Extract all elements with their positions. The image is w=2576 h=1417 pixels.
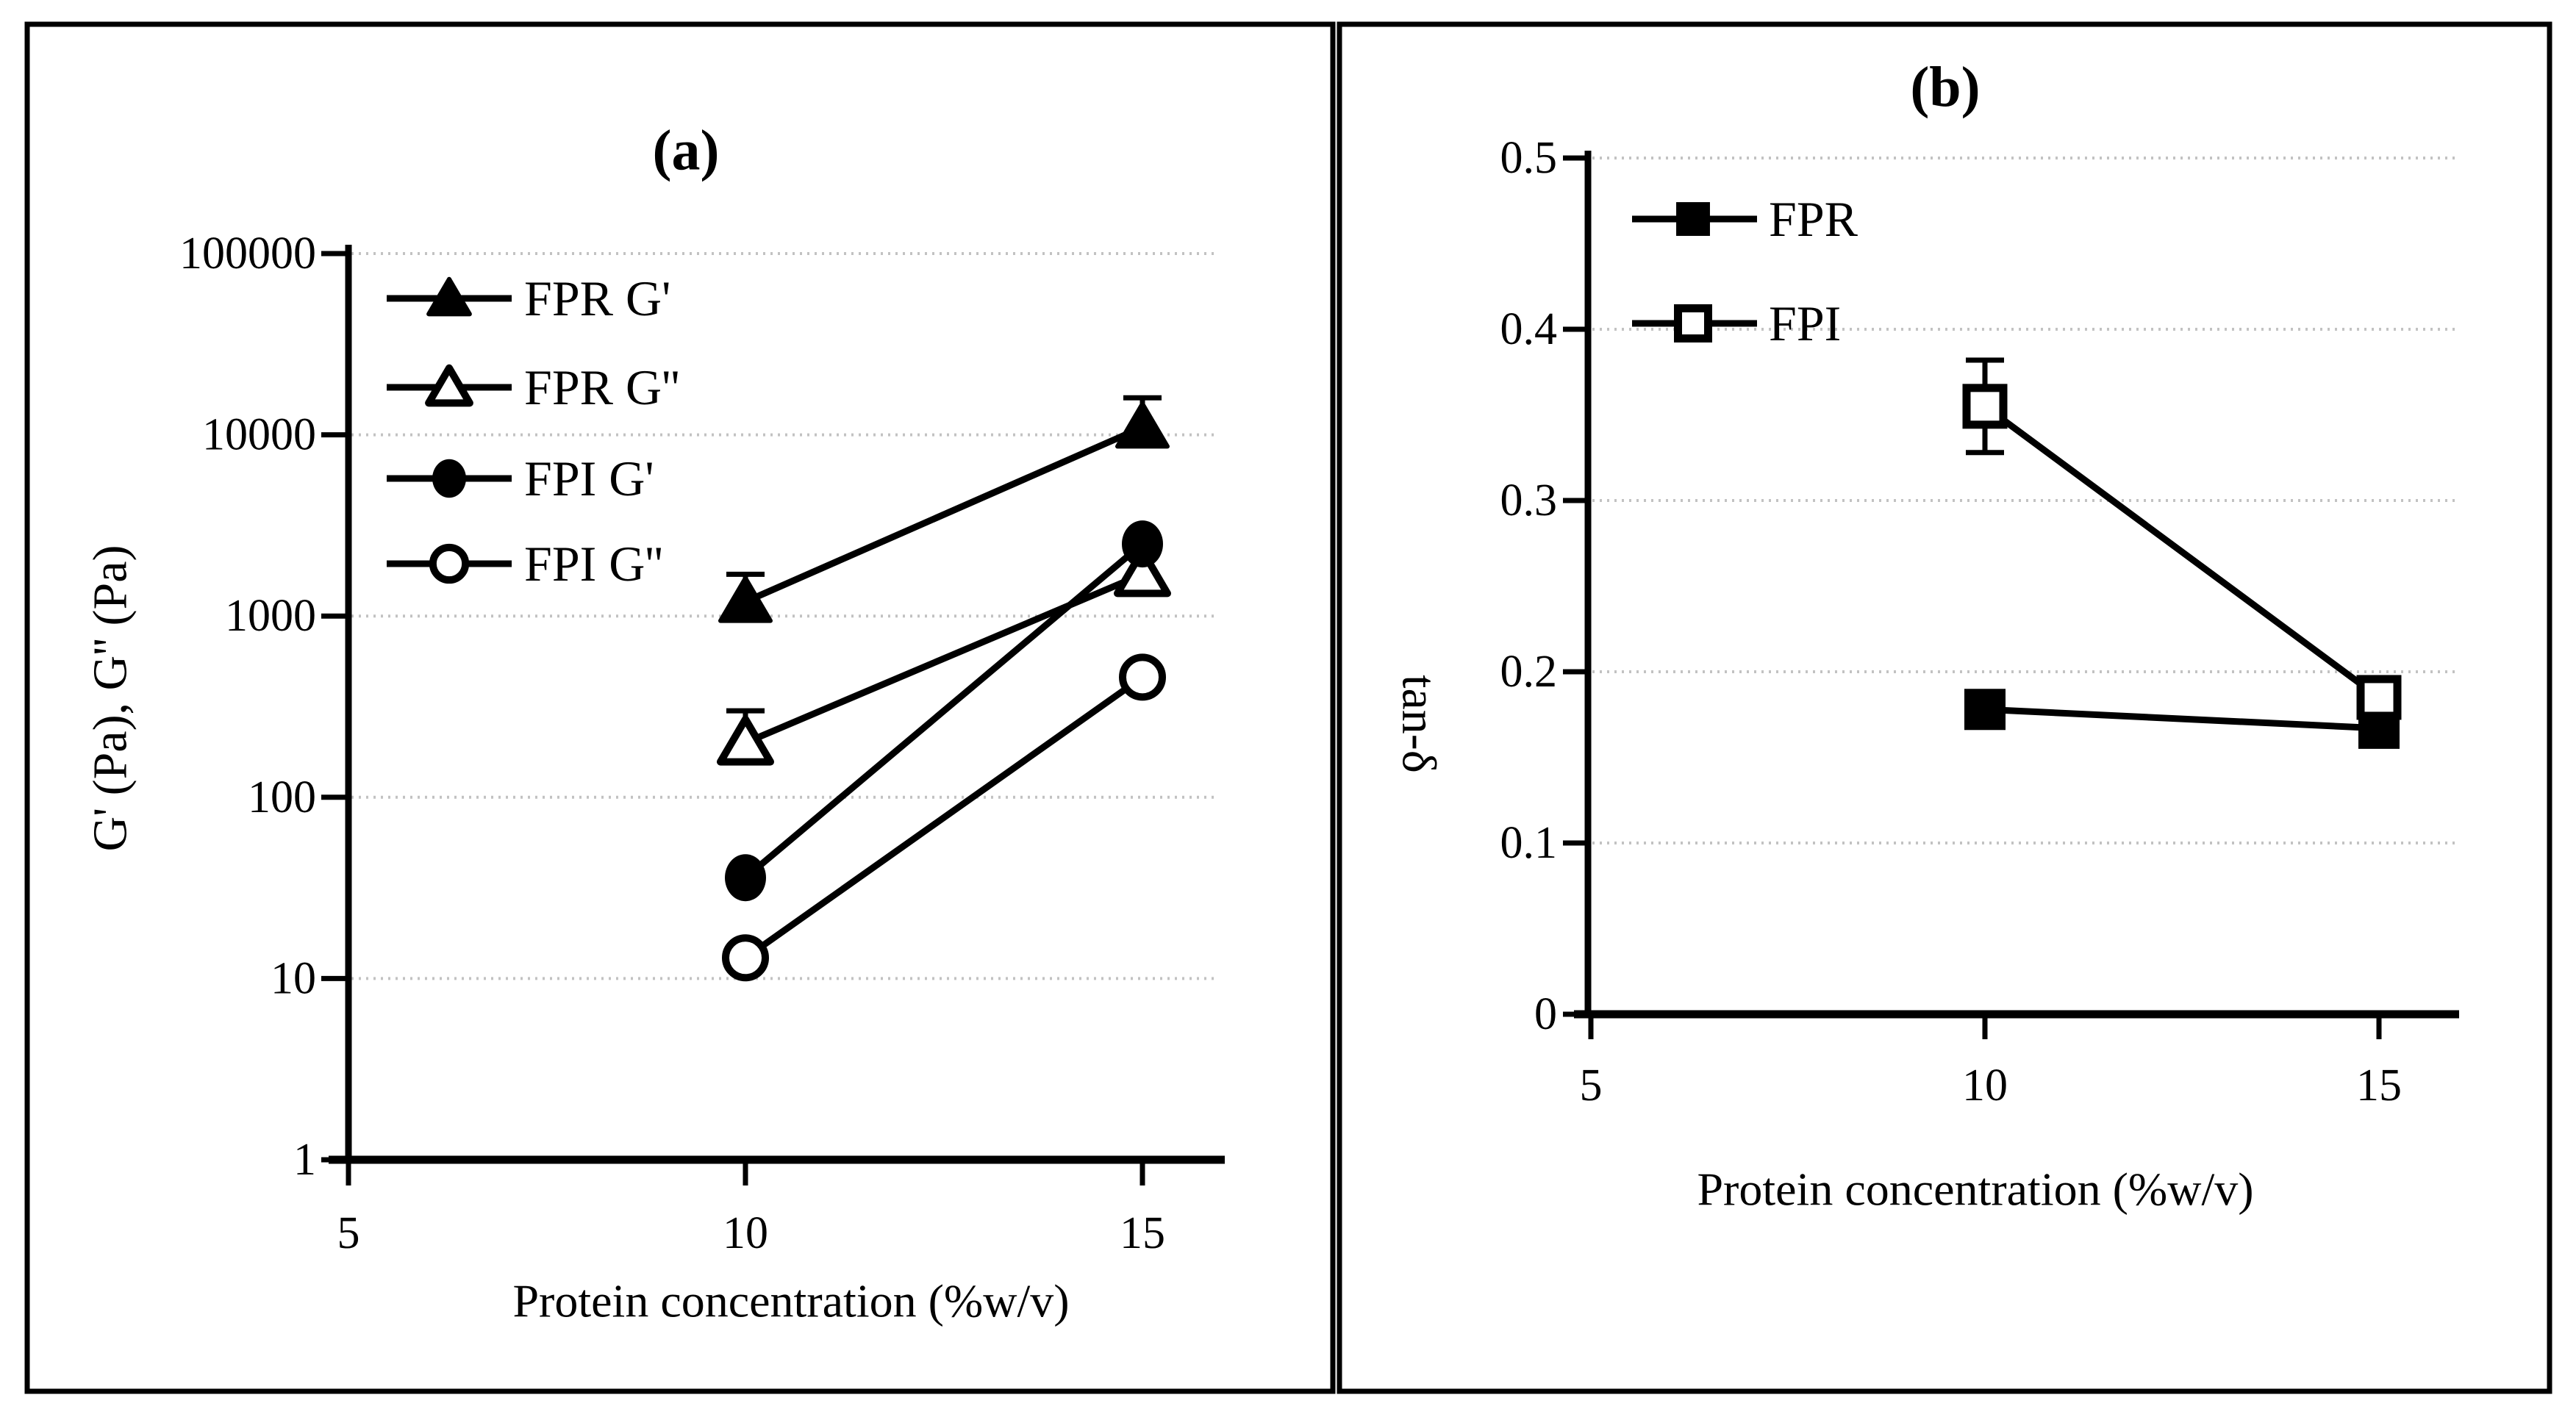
series-line-fpr-g- [744, 424, 1144, 605]
legend-label: FPI [1769, 295, 1841, 351]
legend-item: FPI G' [387, 451, 654, 506]
data-marker-circle-open [722, 934, 769, 982]
panel-frames [24, 21, 2552, 1394]
y-axis-title: G' (Pa), G'' (Pa) [84, 545, 137, 852]
legend-item: FPR G' [387, 270, 670, 326]
x-tick-label: 10 [723, 1208, 768, 1258]
legend-label: FPR G' [524, 270, 670, 326]
legend-item: FPR [1632, 191, 1858, 247]
y-tick-label: 1000 [225, 591, 316, 641]
legend-marker-circle-filled [432, 459, 466, 498]
data-marker-circle-filled [1122, 520, 1163, 568]
data-marker-triangle-filled [718, 575, 773, 623]
x-tick-label: 10 [1962, 1061, 2008, 1111]
legend-marker-circle-open [429, 543, 470, 584]
legend-marker-square-filled [1676, 202, 1710, 236]
y-tick-label: 100 [248, 772, 316, 822]
panel-title: (a) [653, 118, 720, 182]
data-marker-circle-filled [725, 854, 766, 902]
legend-item: FPI G'' [387, 536, 663, 592]
y-tick-label: 0.4 [1500, 304, 1558, 354]
data-marker-square-open [2356, 675, 2402, 720]
series-line-fpr [1984, 706, 2380, 732]
y-axis-title: tan-δ [1392, 675, 1446, 773]
y-tick-label: 0.2 [1500, 647, 1558, 697]
panel-b-border [1337, 21, 2552, 1394]
y-tick-label: 0.1 [1500, 818, 1558, 868]
y-tick-label: 10 [271, 953, 316, 1003]
legend-item: FPR G'' [387, 359, 680, 415]
y-tick-label: 0 [1534, 989, 1557, 1039]
data-marker-circle-open [1119, 653, 1166, 701]
legend-label: FPR G'' [524, 359, 680, 415]
y-tick-label: 0.5 [1500, 133, 1558, 183]
x-tick-label: 5 [337, 1208, 360, 1258]
chart-panel-b: 0 0.1 0.2 0.3 0.4 0.5 5 10 15 FPR FPI (b) Protein co… [1392, 55, 2459, 1216]
series-line-fpi-g- [743, 674, 1145, 961]
legend-label: FPR [1769, 191, 1858, 247]
y-tick-label: 0.3 [1500, 476, 1558, 525]
x-tick-label: 15 [2356, 1061, 2402, 1111]
data-marker-square-open [1962, 384, 2008, 429]
y-tick-label: 1 [293, 1135, 316, 1185]
series-line-fpi-g- [743, 541, 1145, 880]
chart-panel-a: 1 10 100 1000 10000 100000 5 10 15 FPR G' FPR G'' F… [84, 118, 1225, 1327]
data-marker-square-filled [1964, 689, 2006, 731]
data-marker-triangle-open [1114, 547, 1171, 598]
legend-marker-triangle-filled [426, 276, 472, 317]
data-marker-triangle-filled [1115, 401, 1170, 449]
x-axis-title: Protein concentration (%w/v) [512, 1275, 1069, 1327]
x-tick-label: 5 [1580, 1061, 1603, 1111]
legend-item: FPI [1632, 295, 1841, 351]
y-tick-label: 10000 [202, 410, 316, 460]
x-tick-label: 15 [1120, 1208, 1165, 1258]
data-marker-triangle-open [717, 715, 774, 766]
panel-a-border [24, 21, 1336, 1394]
panel-title: (b) [1910, 55, 1980, 119]
x-axis-title: Protein concentration (%w/v) [1697, 1163, 2253, 1216]
y-tick-label: 100000 [179, 229, 316, 279]
legend-marker-square-open [1674, 304, 1712, 342]
legend-label: FPI G'' [524, 536, 663, 592]
legend-marker-triangle-open [425, 364, 473, 407]
legend-label: FPI G' [524, 451, 654, 506]
series-line-fpi [1983, 403, 2381, 700]
